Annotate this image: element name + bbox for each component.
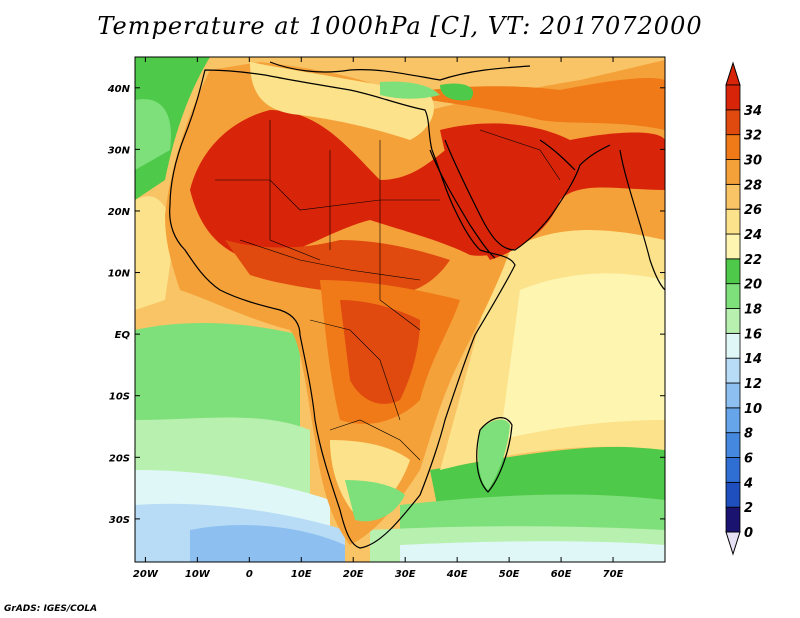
colorbar-swatch <box>725 308 741 334</box>
colorbar-swatch <box>725 134 741 160</box>
field-med-green <box>380 81 440 99</box>
colorbar-swatch <box>725 258 741 285</box>
colorbar-swatch <box>725 357 741 384</box>
colorbar-label: 26 <box>744 203 762 218</box>
colorbar-label: 34 <box>744 104 762 119</box>
red-sea-coast <box>429 149 496 259</box>
colorbar-label: 4 <box>743 476 753 491</box>
colorbar-swatch <box>725 208 741 235</box>
field-madagascar <box>478 419 510 490</box>
lon-tick-label: 40E <box>446 569 468 580</box>
border-line <box>239 239 421 281</box>
field-atlantic-lightgreen <box>135 99 171 170</box>
border-line <box>329 419 421 461</box>
lat-tick-label: 10N <box>108 269 131 280</box>
lon-tick-label: 20W <box>133 569 159 580</box>
field-med-yellow <box>250 62 434 140</box>
border-line <box>269 120 321 261</box>
colorbar-swatch <box>725 432 741 458</box>
colorbar-label: 16 <box>744 327 762 342</box>
border-line <box>309 319 401 421</box>
lat-tick-label: 40N <box>107 84 131 95</box>
colorbar-swatch <box>725 109 741 136</box>
lat-tick-label: 30N <box>108 145 131 156</box>
lon-tick-label: 20E <box>343 569 364 580</box>
border-line <box>379 140 421 331</box>
colorbar-swatch <box>725 159 741 185</box>
latitude-axis: 40N 30N 20N 10N EQ 10S 20S 30S <box>107 84 665 526</box>
field-atlantic-yellow <box>135 196 175 310</box>
lat-tick-label: 20S <box>109 453 130 464</box>
colorbar-swatch <box>725 233 741 260</box>
credit-label: GrADS: IGES/COLA <box>4 604 98 614</box>
borders <box>215 120 561 461</box>
colorbar-label: 32 <box>744 129 762 144</box>
border-line <box>215 179 440 211</box>
colorbar-swatch <box>725 506 741 533</box>
colorbar-label: 2 <box>744 501 753 516</box>
field-atlantic-gulf-green <box>135 323 300 380</box>
field-texture <box>135 57 665 562</box>
field-south-africa-green <box>345 480 405 522</box>
colorbar-label: 8 <box>744 427 753 442</box>
med-north-coast <box>269 61 531 81</box>
colorbar-swatch <box>725 283 741 309</box>
colorbar-label: 0 <box>744 526 753 541</box>
madagascar-coast <box>476 417 513 493</box>
colorbar-label: 20 <box>744 278 762 293</box>
field-caspian-green <box>440 83 474 101</box>
colorbar-swatch <box>725 407 741 434</box>
field-atlantic-green <box>135 57 210 200</box>
lon-tick-label: 50E <box>499 569 520 580</box>
lon-tick-label: 60E <box>551 569 572 580</box>
colorbar-under-arrow <box>725 531 741 556</box>
lat-tick-label: 20N <box>108 207 131 218</box>
map-title: Temperature at 1000hPa [C], VT: 20170720… <box>97 12 703 40</box>
lat-tick-label: 10S <box>109 392 130 403</box>
colorbar-swatch <box>725 332 741 359</box>
lon-tick-label: 30E <box>395 569 416 580</box>
longitude-axis: 20W 10W 0 10E 20E 30E 40E 50E 60E 70E <box>133 57 624 580</box>
field-indian-pale-yellow <box>500 273 665 440</box>
field-south-blue2 <box>190 525 345 562</box>
field-arabia-hot <box>440 123 665 260</box>
lat-tick-label: EQ <box>115 330 131 341</box>
colorbar-label: 18 <box>744 303 762 318</box>
india-coast <box>619 149 665 291</box>
lon-tick-label: 10E <box>291 569 312 580</box>
colorbar-label: 12 <box>744 377 762 392</box>
colorbar-over-arrow <box>725 61 741 86</box>
colorbar-swatch <box>725 457 741 483</box>
temperature-field <box>135 57 665 562</box>
arabia-coastline <box>444 139 611 251</box>
lon-tick-label: 70E <box>603 569 624 580</box>
coastlines <box>169 61 665 549</box>
colorbar-swatch <box>725 481 741 508</box>
colorbar-label: 28 <box>744 178 762 193</box>
field-indian-pale <box>400 541 665 562</box>
africa-coastline <box>169 69 516 549</box>
colorbar-label: 24 <box>744 228 762 243</box>
colorbar-label: 30 <box>744 154 762 169</box>
colorbar-label: 14 <box>744 352 762 367</box>
colorbar-label: 6 <box>744 452 753 467</box>
border-line <box>479 129 561 181</box>
persian-gulf <box>539 139 576 171</box>
colorbar-label: 10 <box>744 402 762 417</box>
lat-tick-label: 30S <box>109 515 130 526</box>
colorbar-swatch <box>725 382 741 409</box>
map-frame <box>134 56 666 563</box>
lon-tick-label: 10W <box>185 569 211 580</box>
colorbar-swatch <box>725 183 741 210</box>
lon-tick-label: 0 <box>246 569 253 580</box>
colorbar-swatch <box>725 84 741 111</box>
colorbar-label: 22 <box>744 253 762 268</box>
field-mideast-orange <box>430 78 665 130</box>
field-central-red <box>340 300 420 404</box>
